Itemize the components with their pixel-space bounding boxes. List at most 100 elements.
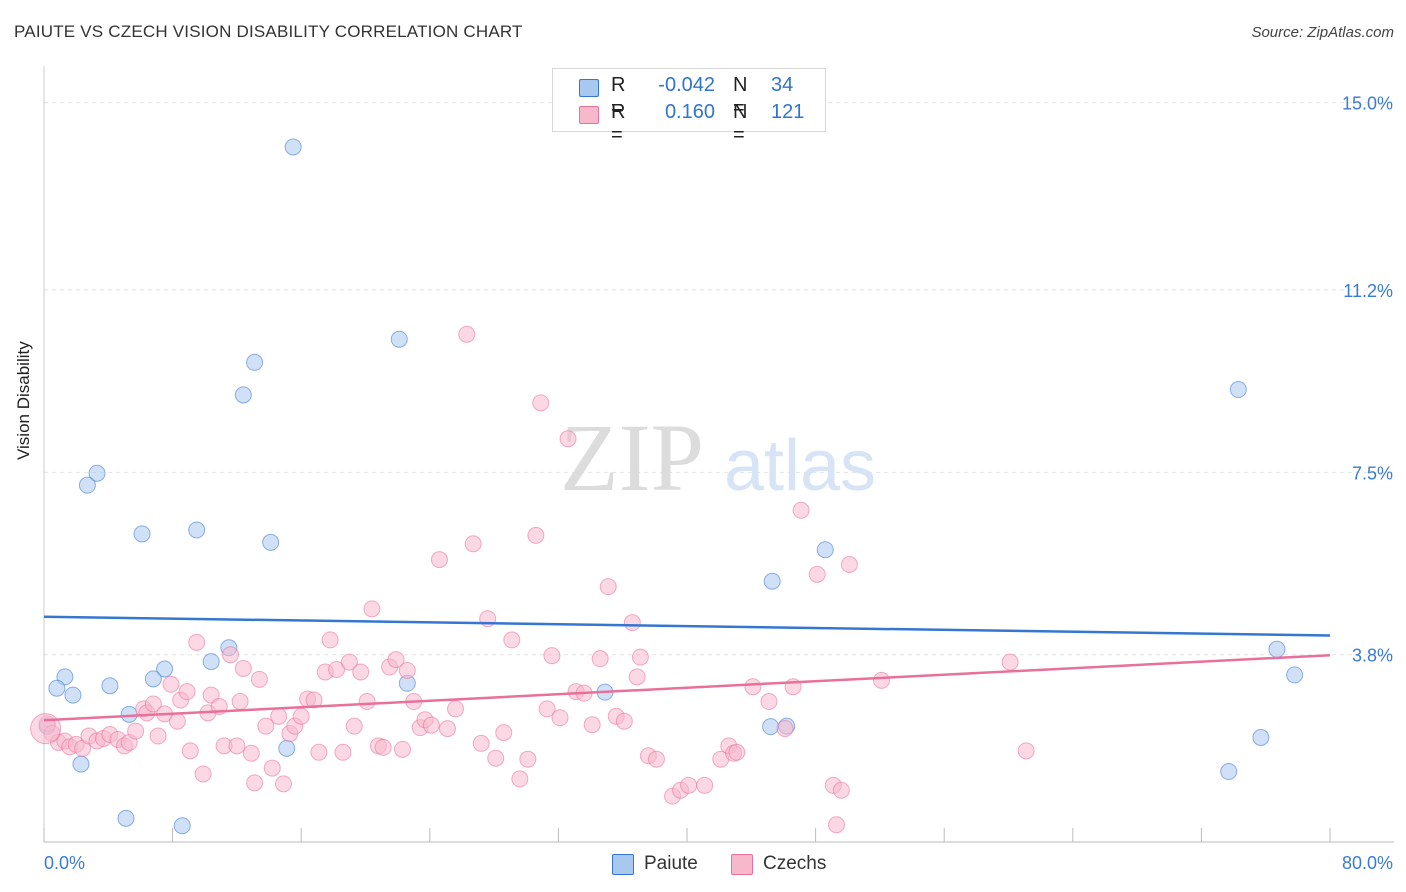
source-label: Source: ZipAtlas.com (1251, 24, 1394, 41)
czechs-point (340, 653, 358, 671)
czechs-point (599, 578, 617, 596)
paiute-point (1286, 666, 1304, 684)
paiute-point (1252, 729, 1270, 747)
legend-r-value: -0.042 (658, 74, 715, 96)
czechs-point (873, 671, 891, 689)
chart-title: PAIUTE VS CZECH VISION DISABILITY CORREL… (14, 22, 523, 41)
y-tick-label: 7.5% (1352, 463, 1393, 483)
watermark-atlas: atlas (724, 426, 876, 506)
czechs-point (250, 670, 268, 688)
czechs-point (728, 743, 746, 761)
bottom-legend-swatch-paiute (612, 854, 634, 875)
watermark: ZIP atlas (560, 404, 876, 511)
bottom-legend: Paiute Czechs (0, 853, 1406, 877)
legend-r-label: R = (611, 101, 626, 146)
axes (43, 66, 1394, 843)
czechs-point (696, 776, 714, 794)
czechs-point (328, 660, 346, 678)
y-tick-label: 15.0% (1342, 94, 1393, 114)
legend-swatch-czechs (579, 106, 599, 124)
czechs-point (188, 633, 206, 651)
legend-swatch-paiute (579, 79, 599, 97)
paiute-point (1220, 763, 1238, 781)
paiute-point (188, 521, 206, 539)
czechs-point (144, 695, 162, 713)
czechs-point (149, 727, 167, 745)
paiute-point (156, 660, 174, 678)
paiute-point (117, 809, 135, 827)
czechs-point (242, 744, 260, 762)
bottom-legend-label-czechs: Czechs (763, 853, 827, 874)
czechs-point (1001, 653, 1019, 671)
paiute-point (762, 718, 780, 736)
legend-n-label: N = (733, 101, 748, 146)
legend-n-value: 121 (771, 101, 805, 123)
x-tick-label: 80.0% (1342, 853, 1393, 873)
paiute-point (262, 533, 280, 551)
czechs-trend-line (43, 653, 1331, 722)
legend-n-value: 34 (771, 74, 794, 96)
czechs-point (519, 750, 537, 768)
czechs-point (808, 565, 826, 583)
czechs-point (458, 325, 476, 343)
czechs-point (511, 770, 529, 788)
czechs-point (352, 663, 370, 681)
data-points (30, 138, 1304, 835)
paiute-point (133, 525, 151, 543)
czechs-point (744, 678, 762, 696)
legend-n-label: N = (733, 74, 748, 119)
czechs-point (551, 709, 569, 727)
czechs-point (447, 700, 465, 718)
czechs-point (615, 712, 633, 730)
watermark-zip: ZIP (560, 404, 704, 511)
czechs-point (503, 631, 521, 649)
czechs-point (464, 535, 482, 553)
czechs-point (532, 394, 550, 412)
czechs-point (127, 722, 145, 740)
czechs-point (438, 720, 456, 738)
czechs-point (487, 749, 505, 767)
czechs-point (310, 743, 328, 761)
tick-labels: 3.8% 7.5% 11.2% 15.0% 0.0% 80.0% (44, 94, 1393, 873)
czechs-point (832, 781, 850, 799)
czechs-point (270, 707, 288, 725)
paiute-point (88, 464, 106, 482)
czechs-point (221, 646, 239, 664)
paiute-point (763, 572, 781, 590)
czechs-point (840, 555, 858, 573)
czechs-point (263, 759, 281, 777)
paiute-point (202, 653, 220, 671)
paiute-point (120, 705, 138, 723)
czechs-point (591, 650, 609, 668)
czechs-point (363, 600, 381, 618)
czechs-point (228, 737, 246, 755)
czechs-point (374, 738, 392, 756)
paiute-point (144, 670, 162, 688)
paiute-point (72, 755, 90, 773)
czechs-point (246, 774, 264, 792)
czechs-point (292, 707, 310, 725)
y-axis-label: Vision Disability (14, 341, 33, 460)
paiute-point (246, 353, 264, 371)
czechs-point (776, 720, 794, 738)
czechs-point (495, 724, 513, 742)
czechs-point (275, 775, 293, 793)
czechs-point (181, 742, 199, 760)
y-tick-label: 3.8% (1352, 646, 1393, 666)
paiute-point (78, 476, 96, 494)
grid-lines (44, 102, 1394, 656)
y-tick-label: 11.2% (1343, 281, 1393, 301)
czechs-point (393, 740, 411, 758)
czechs-point (647, 750, 665, 768)
paiute-point (1268, 640, 1286, 658)
bottom-legend-swatch-czechs (731, 854, 753, 875)
czechs-point (631, 648, 649, 666)
paiute-trend-line (43, 615, 1331, 637)
czechs-point (422, 716, 440, 734)
czechs-point (1017, 742, 1035, 760)
czechs-point (827, 816, 845, 834)
legend-r-label: R = (611, 74, 626, 119)
legend: R = -0.042 N = 34 R = 0.160 N = 121 (552, 68, 826, 146)
czechs-point (628, 668, 646, 686)
czechs-point (543, 647, 561, 665)
